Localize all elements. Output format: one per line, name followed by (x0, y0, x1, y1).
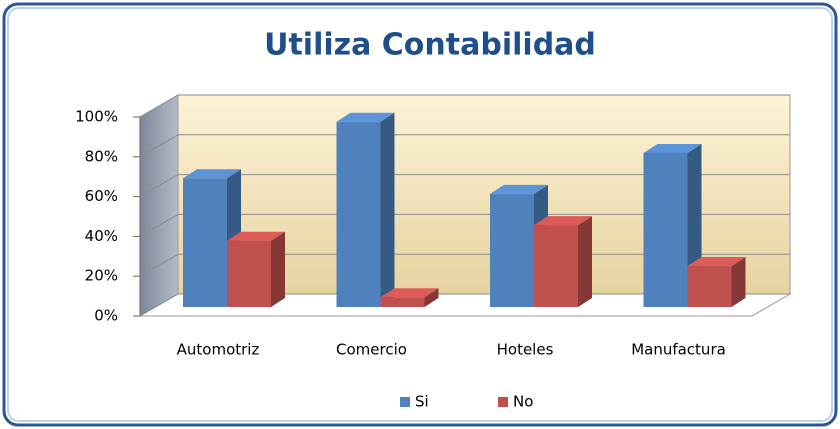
bar-top (687, 257, 746, 267)
bar (534, 216, 592, 307)
bar (380, 288, 439, 307)
legend-swatch (400, 397, 410, 407)
bar-top (534, 216, 592, 226)
bar-side (271, 231, 285, 307)
y-tick-label: 100% (75, 108, 118, 126)
bar-front (490, 193, 534, 307)
y-tick-label: 20% (85, 267, 118, 285)
bar-front (687, 266, 732, 307)
bar-side (578, 216, 592, 307)
grid-line-side (139, 253, 179, 277)
bar-side (731, 257, 746, 307)
bar-front (227, 240, 271, 307)
y-tick-label: 40% (85, 227, 118, 245)
bar-front (534, 225, 578, 307)
x-tick-label: Comercio (336, 341, 407, 359)
bar (227, 231, 285, 307)
y-tick-label: 80% (85, 147, 118, 165)
legend-swatch (498, 397, 508, 407)
bar-front (336, 121, 381, 307)
bar-front (380, 297, 425, 307)
x-tick-label: Manufactura (631, 341, 726, 359)
y-tick-label: 0% (94, 307, 118, 325)
bar-top (380, 288, 439, 298)
bar-top (643, 143, 702, 153)
side-wall (139, 94, 179, 317)
grid-line-side (139, 174, 179, 198)
bar-top (183, 169, 241, 179)
bar-front (183, 178, 227, 307)
x-tick-label: Automotriz (177, 341, 260, 359)
bar-front (643, 152, 688, 307)
bar-top (227, 231, 285, 241)
legend-label: No (513, 393, 533, 411)
bar-top (336, 112, 395, 122)
grid-line-side (139, 213, 179, 237)
bar (687, 257, 746, 307)
chart-title: Utiliza Contabilidad (264, 28, 596, 63)
grid-line-side (139, 293, 179, 317)
bar-side (380, 112, 395, 307)
bar-top (490, 184, 548, 194)
grid-line-side (139, 134, 179, 158)
y-tick-label: 60% (85, 187, 118, 205)
legend-label: Si (415, 393, 429, 411)
grid-line-side (139, 94, 179, 118)
frame-inner (7, 7, 833, 422)
bar (336, 112, 395, 307)
x-tick-label: Hoteles (497, 341, 554, 359)
bar-side (424, 288, 439, 307)
